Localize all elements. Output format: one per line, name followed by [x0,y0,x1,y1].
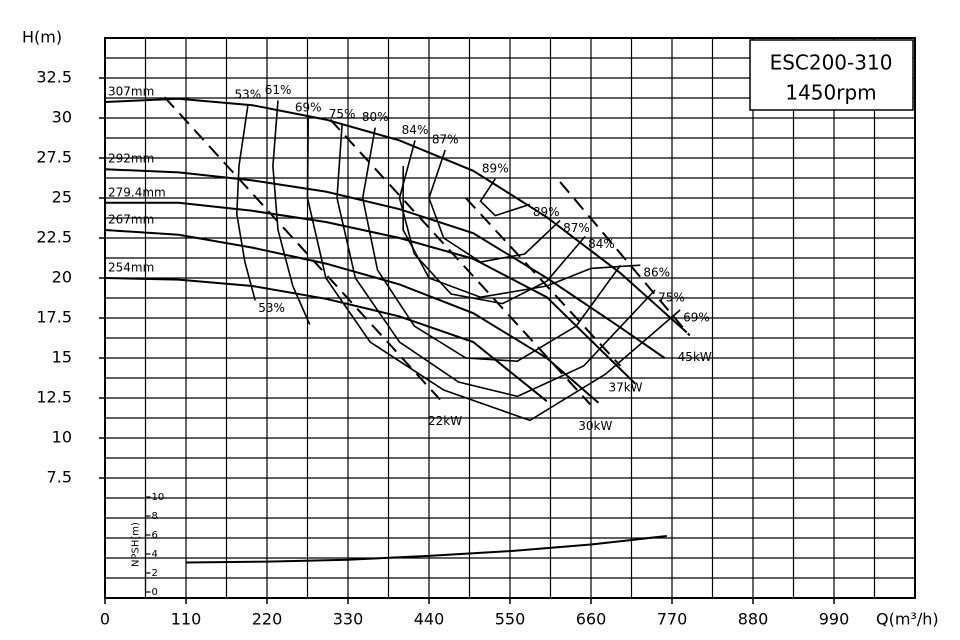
y-tick-label: 30 [52,108,72,127]
efficiency-label: 75% [658,291,685,305]
series-label: 279.4mm [108,185,166,199]
x-tick-label: 0 [100,610,110,629]
efficiency-curve [235,105,256,301]
power-label: 37kW [608,381,642,395]
series-label: 307mm [108,85,154,99]
chart-subtitle: 1450rpm [785,81,876,105]
efficiency-curve [428,149,561,263]
x-tick-label: 660 [576,610,607,629]
npsh-curve [185,535,667,564]
x-tick-label: 770 [657,610,688,629]
chart-title: ESC200-310 [770,51,893,75]
y-tick-label: 32.5 [36,68,72,87]
efficiency-label: 84% [588,237,615,251]
x-axis-label: Q(m³/h) [876,610,939,629]
series-label: 292mm [108,152,154,166]
power-label: 45kW [678,350,712,364]
power-line [329,118,592,406]
x-tick-label: 110 [171,610,202,629]
y-tick-label: 25 [52,188,72,207]
efficiency-label: 53% [235,88,262,102]
y-tick-label: 20 [52,268,72,287]
power-line [559,181,691,337]
plot-border [104,37,916,599]
x-tick-label: 990 [819,610,850,629]
npsh-tick-label: 0 [152,587,158,598]
power-line [465,197,622,367]
head-curve [104,168,666,359]
efficiency-curve [336,124,656,398]
efficiency-curve [479,178,531,217]
y-tick-label: 10 [52,428,72,447]
y-tick-label: 22.5 [36,228,72,247]
efficiency-label: 84% [402,123,429,137]
x-tick-label: 330 [333,610,364,629]
efficiency-label: 89% [482,161,509,175]
efficiency-curve [306,117,681,422]
y-tick-label: 15 [52,348,72,367]
efficiency-label: 75% [329,107,356,121]
power-label: 22kW [428,414,462,428]
x-tick-label: 880 [738,610,769,629]
y-tick-label: 7.5 [47,468,72,487]
head-curve [105,201,636,385]
x-tick-label: 550 [495,610,526,629]
npsh-axis-label: NPSH(m) [131,522,142,567]
efficiency-label: 69% [683,311,710,325]
y-tick-label: 27.5 [36,148,72,167]
y-axis-label: H(m) [22,28,62,47]
npsh-tick-label: 8 [152,511,158,522]
series-label: 267mm [108,213,154,227]
head-curve [104,277,548,402]
series-label: 254mm [108,261,154,275]
power-label: 30kW [578,419,612,433]
x-tick-label: 220 [252,610,283,629]
efficiency-label: 87% [563,221,590,235]
efficiency-label: 53% [258,301,285,315]
title-box [749,39,914,111]
x-tick-label: 440 [414,610,445,629]
efficiency-label: 69% [295,101,322,115]
npsh-tick-label: 4 [152,549,158,560]
efficiency-label: 87% [432,133,459,147]
marks: 307mm292mm279.4mm267mm254mm53%53%61%69%6… [104,83,712,598]
npsh-tick-label: 2 [152,568,158,579]
efficiency-label: 86% [643,266,670,280]
npsh-tick-label: 6 [152,530,158,541]
efficiency-label: 61% [265,83,292,97]
npsh-tick-label: 10 [152,492,165,503]
efficiency-curve [272,100,311,325]
efficiency-curve [402,166,641,299]
efficiency-curve [398,140,586,305]
head-curve [104,97,688,334]
y-tick-label: 12.5 [36,388,72,407]
efficiency-curve [361,127,622,363]
efficiency-label: 89% [533,205,560,219]
y-tick-label: 17.5 [36,308,72,327]
efficiency-label: 80% [362,110,389,124]
power-line [163,96,441,401]
